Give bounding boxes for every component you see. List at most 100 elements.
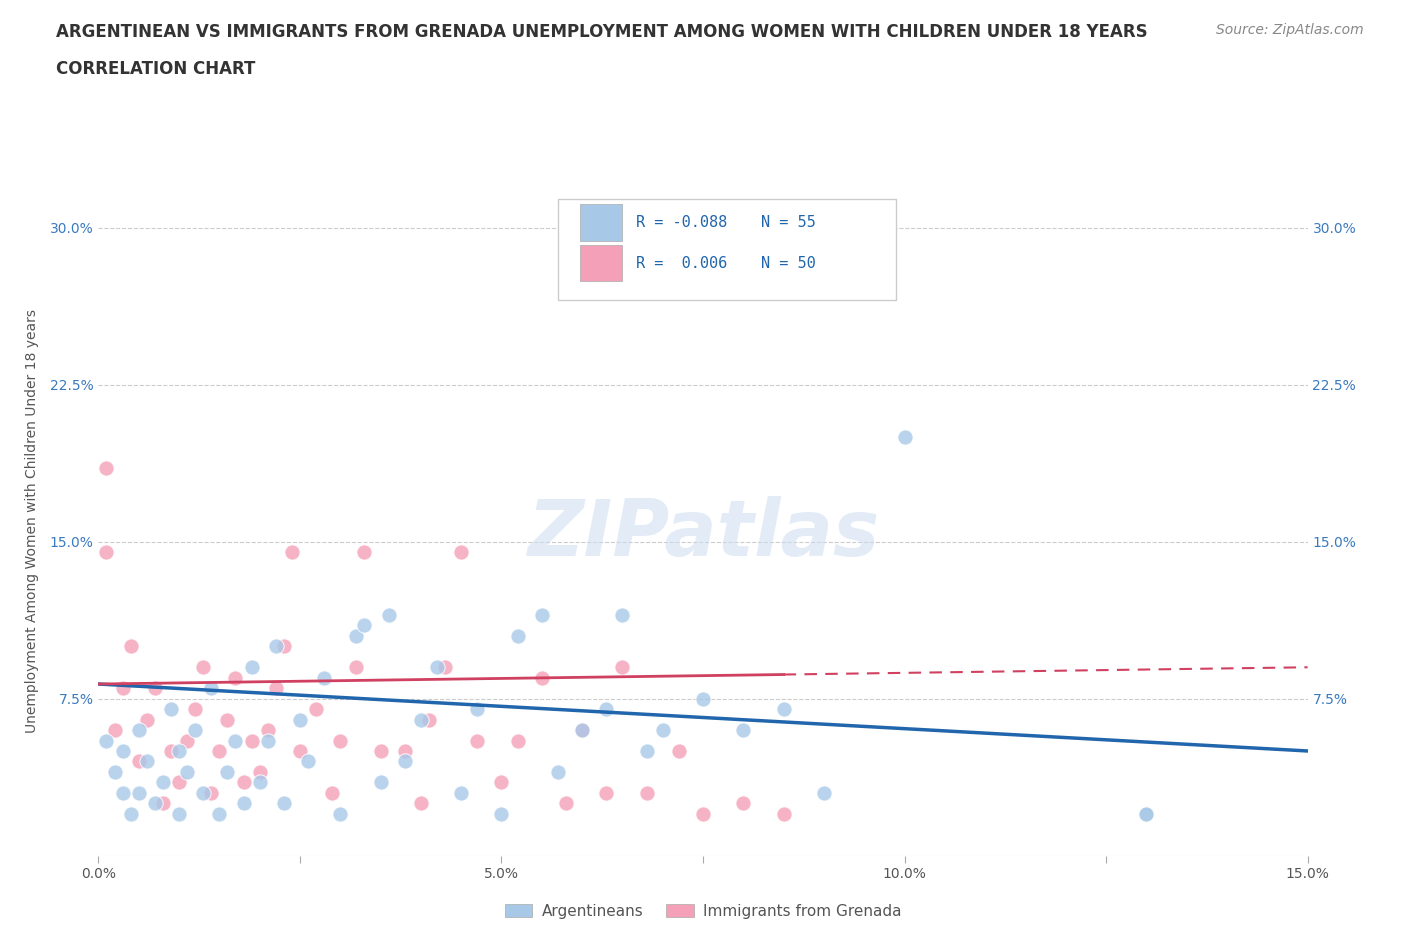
Point <box>256 733 278 748</box>
Point <box>120 806 142 821</box>
Point <box>772 702 794 717</box>
Point <box>152 796 174 811</box>
Point <box>450 785 472 800</box>
Point <box>120 639 142 654</box>
Point <box>143 681 166 696</box>
Point <box>1135 806 1157 821</box>
Point <box>135 712 157 727</box>
Point <box>344 660 367 675</box>
Point <box>167 806 190 821</box>
Point <box>813 785 835 800</box>
Legend: Argentineans, Immigrants from Grenada: Argentineans, Immigrants from Grenada <box>499 897 907 925</box>
Point <box>426 660 449 675</box>
Point <box>530 671 553 685</box>
Point <box>353 618 375 633</box>
Point <box>193 785 215 800</box>
Point <box>329 733 352 748</box>
Point <box>111 681 134 696</box>
Point <box>249 764 271 779</box>
Point <box>465 702 488 717</box>
Point <box>249 775 271 790</box>
Point <box>273 796 295 811</box>
Point <box>281 545 304 560</box>
Point <box>344 629 367 644</box>
Point <box>506 629 529 644</box>
Point <box>193 660 215 675</box>
Point <box>96 545 118 560</box>
Point <box>176 764 198 779</box>
Point <box>571 723 593 737</box>
Point <box>394 754 416 769</box>
Point <box>167 744 190 759</box>
Point <box>240 733 263 748</box>
Point <box>377 607 399 622</box>
Point <box>314 671 336 685</box>
Point <box>96 733 118 748</box>
Text: N = 50: N = 50 <box>761 256 815 271</box>
Text: Source: ZipAtlas.com: Source: ZipAtlas.com <box>1216 23 1364 37</box>
Point <box>893 430 915 445</box>
Point <box>224 671 246 685</box>
Point <box>96 461 118 476</box>
Point <box>450 545 472 560</box>
Point <box>772 806 794 821</box>
Text: N = 55: N = 55 <box>761 216 815 231</box>
Point <box>217 764 239 779</box>
Y-axis label: Unemployment Among Women with Children Under 18 years: Unemployment Among Women with Children U… <box>24 309 38 733</box>
Point <box>370 744 392 759</box>
Point <box>128 723 150 737</box>
Text: ARGENTINEAN VS IMMIGRANTS FROM GRENADA UNEMPLOYMENT AMONG WOMEN WITH CHILDREN UN: ARGENTINEAN VS IMMIGRANTS FROM GRENADA U… <box>56 23 1147 41</box>
Point <box>232 775 254 790</box>
Point <box>103 764 125 779</box>
Point <box>111 744 134 759</box>
Point <box>111 785 134 800</box>
Point <box>530 607 553 622</box>
Point <box>305 702 328 717</box>
Point <box>636 744 658 759</box>
Point <box>256 723 278 737</box>
Point <box>128 754 150 769</box>
Text: CORRELATION CHART: CORRELATION CHART <box>56 60 256 78</box>
Bar <box>579 205 621 241</box>
Point <box>434 660 457 675</box>
Point <box>232 796 254 811</box>
Point <box>571 723 593 737</box>
Point <box>636 785 658 800</box>
Point <box>409 796 432 811</box>
Point <box>217 712 239 727</box>
Point <box>264 639 287 654</box>
Point <box>167 775 190 790</box>
Bar <box>579 245 621 282</box>
Point <box>297 754 319 769</box>
Point <box>135 754 157 769</box>
Text: R =  0.006: R = 0.006 <box>637 256 728 271</box>
Point <box>555 796 578 811</box>
Point <box>184 702 207 717</box>
Point <box>288 712 311 727</box>
Point <box>184 723 207 737</box>
Point <box>409 712 432 727</box>
Point <box>160 744 183 759</box>
Point <box>273 639 295 654</box>
Point <box>595 702 617 717</box>
Point <box>208 744 231 759</box>
Point <box>595 785 617 800</box>
Point <box>465 733 488 748</box>
Point <box>152 775 174 790</box>
Point <box>240 660 263 675</box>
Point <box>506 733 529 748</box>
Point <box>668 744 690 759</box>
Point <box>160 702 183 717</box>
Point <box>733 796 755 811</box>
Point <box>224 733 246 748</box>
Text: R = -0.088: R = -0.088 <box>637 216 728 231</box>
Point <box>200 785 222 800</box>
Point <box>208 806 231 821</box>
Point <box>143 796 166 811</box>
Point <box>692 691 714 706</box>
Point <box>491 806 513 821</box>
Point <box>692 806 714 821</box>
Point <box>394 744 416 759</box>
Point <box>200 681 222 696</box>
FancyBboxPatch shape <box>558 199 897 299</box>
